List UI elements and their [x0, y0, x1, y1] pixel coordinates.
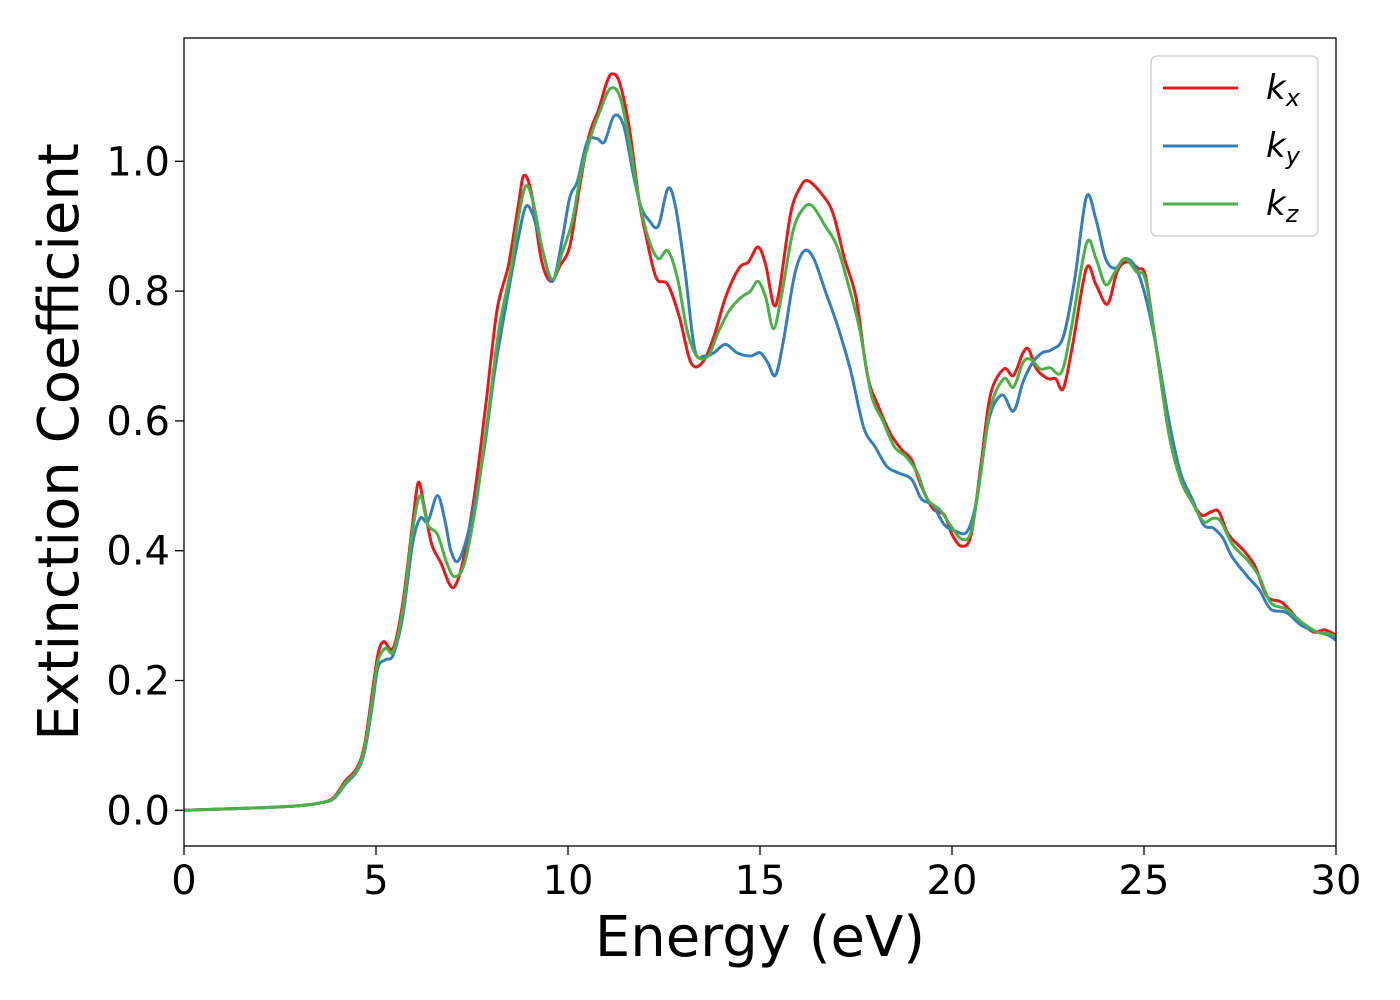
x-tick-label: 30: [1311, 858, 1362, 904]
ticks-layer: 0 5 10 15 20 25 30 0.0 0.2 0.4 0.6 0.8 1.0: [106, 139, 1361, 904]
y-axis-title: Extinction Coefficient: [27, 143, 92, 741]
legend-label-kx: kx: [1266, 68, 1301, 112]
y-tick-label: 0.4: [106, 529, 170, 575]
y-tick-label: 0.0: [106, 788, 170, 834]
x-tick-label: 0: [171, 858, 196, 904]
y-tick-label: 0.8: [106, 269, 170, 315]
legend-items: kx ky kz: [1163, 68, 1301, 228]
legend-label-kz: kz: [1266, 184, 1300, 228]
y-tick-label: 1.0: [106, 139, 170, 185]
x-tick-label: 15: [735, 858, 786, 904]
x-tick-label: 25: [1119, 858, 1170, 904]
legend: kx ky kz: [1150, 55, 1319, 237]
series-line-kz: [184, 86, 1336, 812]
series-line-ky: [184, 113, 1336, 812]
x-tick-label: 20: [927, 858, 978, 904]
y-tick-label: 0.2: [106, 659, 170, 705]
x-axis-title: Energy (eV): [595, 905, 925, 970]
legend-label-ky: ky: [1266, 126, 1301, 170]
x-tick-label: 5: [363, 858, 388, 904]
series-layer: [184, 72, 1336, 812]
y-tick-label: 0.6: [106, 399, 170, 445]
x-tick-label: 10: [543, 858, 594, 904]
